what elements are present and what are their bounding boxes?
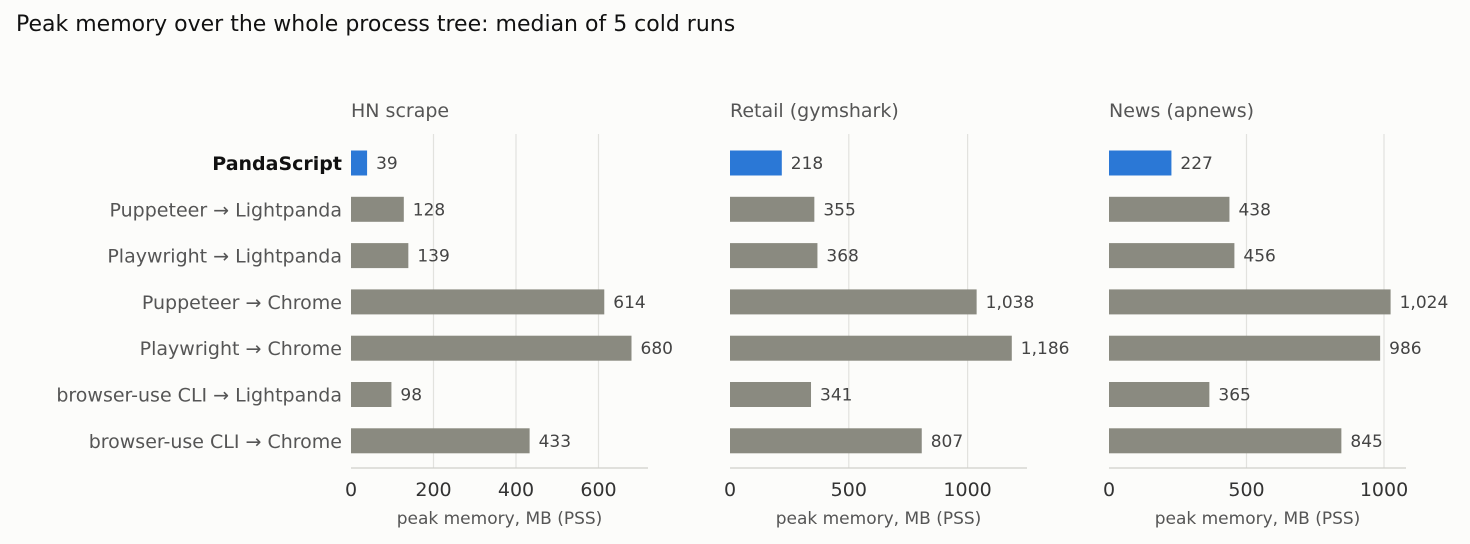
x-tick-label: 400 (498, 479, 534, 501)
x-tick-label: 500 (1228, 479, 1264, 501)
value-label: 438 (1238, 200, 1270, 220)
category-label: browser-use CLI → Lightpanda (56, 385, 342, 407)
panel-title: HN scrape (351, 100, 449, 122)
value-label: 39 (376, 154, 398, 174)
x-tick-label: 0 (724, 479, 736, 501)
x-tick-label: 1000 (943, 479, 991, 501)
value-label: 845 (1350, 432, 1382, 452)
x-tick-label: 0 (1103, 479, 1115, 501)
value-label: 341 (820, 386, 852, 406)
bar (1109, 289, 1391, 315)
value-label: 368 (826, 247, 858, 267)
bar (730, 428, 922, 454)
bar (1109, 150, 1172, 176)
bar (730, 196, 815, 222)
value-label: 807 (931, 432, 963, 452)
x-tick-label: 0 (345, 479, 357, 501)
value-label: 139 (417, 247, 449, 267)
bar (351, 243, 409, 269)
category-label: PandaScript (212, 153, 342, 175)
category-label: Playwright → Chrome (140, 338, 342, 360)
value-label: 433 (539, 432, 571, 452)
bar (351, 289, 605, 315)
x-tick-label: 500 (831, 479, 867, 501)
value-label: 456 (1243, 247, 1275, 267)
bar (1109, 382, 1210, 407)
x-axis-label: peak memory, MB (PSS) (397, 509, 603, 529)
category-label: Puppeteer → Lightpanda (110, 199, 342, 221)
bar (730, 243, 818, 269)
bar (730, 289, 977, 315)
panel-title: News (apnews) (1109, 100, 1254, 122)
x-tick-label: 200 (415, 479, 451, 501)
value-label: 1,038 (986, 293, 1035, 313)
category-label: Playwright → Lightpanda (107, 246, 342, 268)
bar (351, 335, 632, 361)
category-label: browser-use CLI → Chrome (89, 431, 342, 453)
x-axis-label: peak memory, MB (PSS) (1155, 509, 1361, 529)
x-tick-label: 1000 (1360, 479, 1408, 501)
value-label: 98 (400, 386, 422, 406)
category-label: Puppeteer → Chrome (142, 292, 342, 314)
value-label: 614 (613, 293, 645, 313)
value-label: 1,024 (1400, 293, 1449, 313)
value-label: 128 (413, 200, 445, 220)
bar (351, 196, 404, 222)
value-label: 680 (641, 339, 673, 359)
x-axis-label: peak memory, MB (PSS) (776, 509, 982, 529)
bar (730, 335, 1012, 361)
bar (1109, 428, 1342, 454)
bar (1109, 243, 1235, 269)
bar (730, 382, 812, 407)
value-label: 355 (823, 200, 855, 220)
value-label: 986 (1389, 339, 1421, 359)
bar (730, 150, 782, 176)
bar (351, 428, 530, 454)
bar (351, 150, 368, 176)
x-tick-label: 600 (580, 479, 616, 501)
bar (1109, 196, 1230, 222)
panel-title: Retail (gymshark) (730, 100, 899, 122)
value-label: 365 (1218, 386, 1250, 406)
bar (351, 382, 392, 407)
value-label: 1,186 (1021, 339, 1070, 359)
figure-title: Peak memory over the whole process tree:… (16, 12, 736, 37)
value-label: 227 (1180, 154, 1212, 174)
value-label: 218 (791, 154, 823, 174)
bar (1109, 335, 1381, 361)
